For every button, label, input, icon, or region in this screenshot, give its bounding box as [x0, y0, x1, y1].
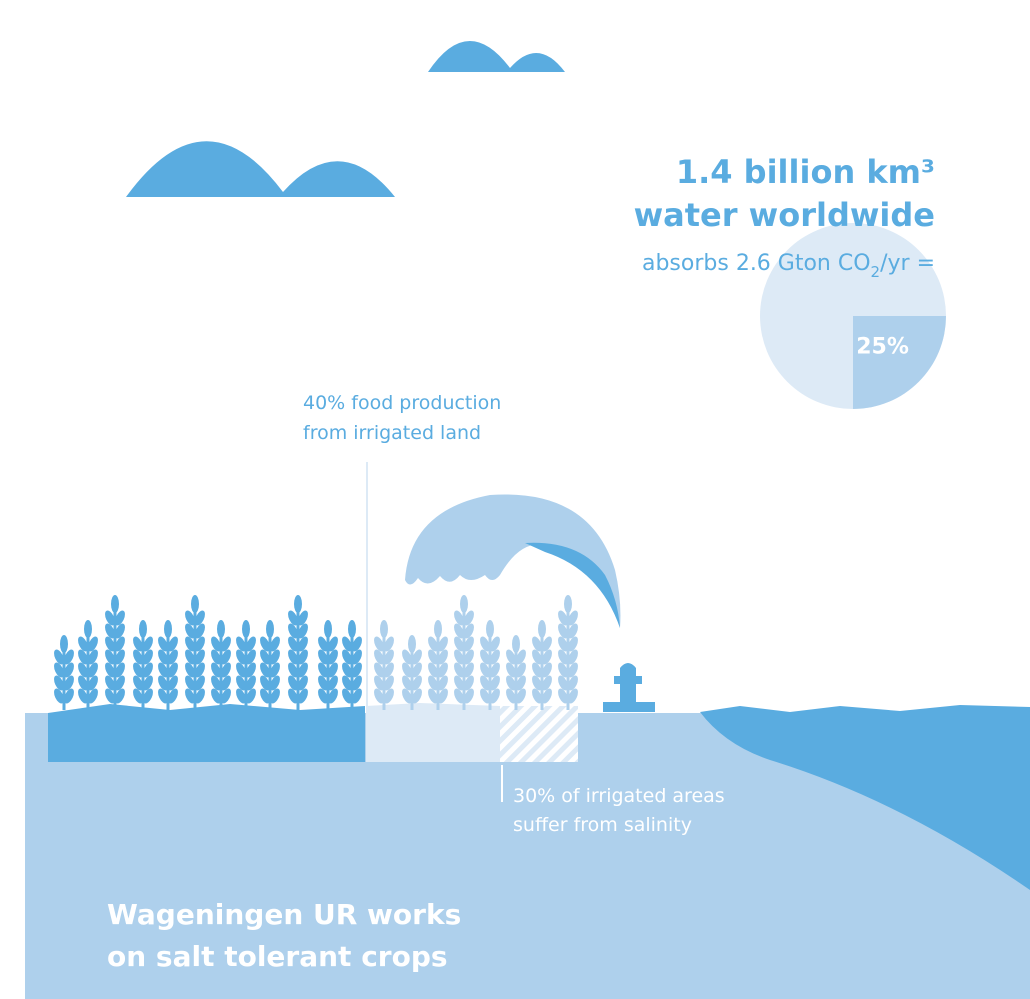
crop: [156, 620, 180, 710]
crop: [183, 595, 207, 710]
crop-tip: [111, 595, 119, 613]
crops: [52, 595, 580, 710]
crop-tip: [294, 595, 302, 613]
footer-text: Wageningen UR works: [107, 898, 461, 931]
sprinkler: [603, 663, 655, 712]
headline: 1.4 billion km³: [676, 153, 935, 191]
crop-tip: [164, 620, 172, 638]
crop: [316, 620, 340, 710]
cloud: [126, 141, 395, 197]
field-pale: [366, 703, 500, 762]
infographic: 25% 1.4 billion km³ water worldwide abso…: [0, 0, 1030, 999]
crop: [504, 635, 528, 710]
crop-tip: [217, 620, 225, 638]
crop: [234, 620, 258, 710]
crop-tip: [324, 620, 332, 638]
crop-tip: [266, 620, 274, 638]
crop: [452, 595, 476, 710]
crop: [340, 620, 364, 710]
crop: [103, 595, 127, 710]
crop: [209, 620, 233, 710]
crop: [52, 635, 76, 710]
cloud: [428, 41, 565, 72]
crop: [372, 620, 396, 710]
co2-subscript: 2: [871, 263, 881, 281]
crop: [258, 620, 282, 710]
crop: [286, 595, 310, 710]
headline: water worldwide: [634, 196, 935, 234]
salinity-note: 30% of irrigated areas: [513, 785, 725, 807]
field-salty: [500, 706, 578, 762]
crop: [131, 620, 155, 710]
crop: [426, 620, 450, 710]
crop: [400, 635, 424, 710]
crop-tip: [460, 595, 468, 613]
salinity-note: suffer from salinity: [513, 814, 692, 836]
crop-tip: [191, 595, 199, 613]
food-note: from irrigated land: [303, 422, 481, 444]
crop: [478, 620, 502, 710]
field: [48, 704, 365, 762]
crop-tip: [242, 620, 250, 638]
co2-text: absorbs 2.6 Gton CO: [642, 251, 871, 276]
crop: [530, 620, 554, 710]
pie-label: 25%: [856, 335, 909, 360]
crop-tip: [538, 620, 546, 638]
crop-tip: [380, 620, 388, 638]
co2-text: /yr =: [880, 251, 935, 276]
crop-tip: [84, 620, 92, 638]
food-note: 40% food production: [303, 392, 501, 414]
crop-tip: [486, 620, 494, 638]
crop-tip: [512, 635, 520, 653]
crop: [76, 620, 100, 710]
crop-tip: [434, 620, 442, 638]
crop: [556, 595, 580, 710]
crop-tip: [60, 635, 68, 653]
crop-tip: [564, 595, 572, 613]
footer-text: on salt tolerant crops: [107, 940, 448, 973]
crop-tip: [408, 635, 416, 653]
pie-slice: [853, 316, 946, 409]
crop-tip: [139, 620, 147, 638]
crop-tip: [348, 620, 356, 638]
